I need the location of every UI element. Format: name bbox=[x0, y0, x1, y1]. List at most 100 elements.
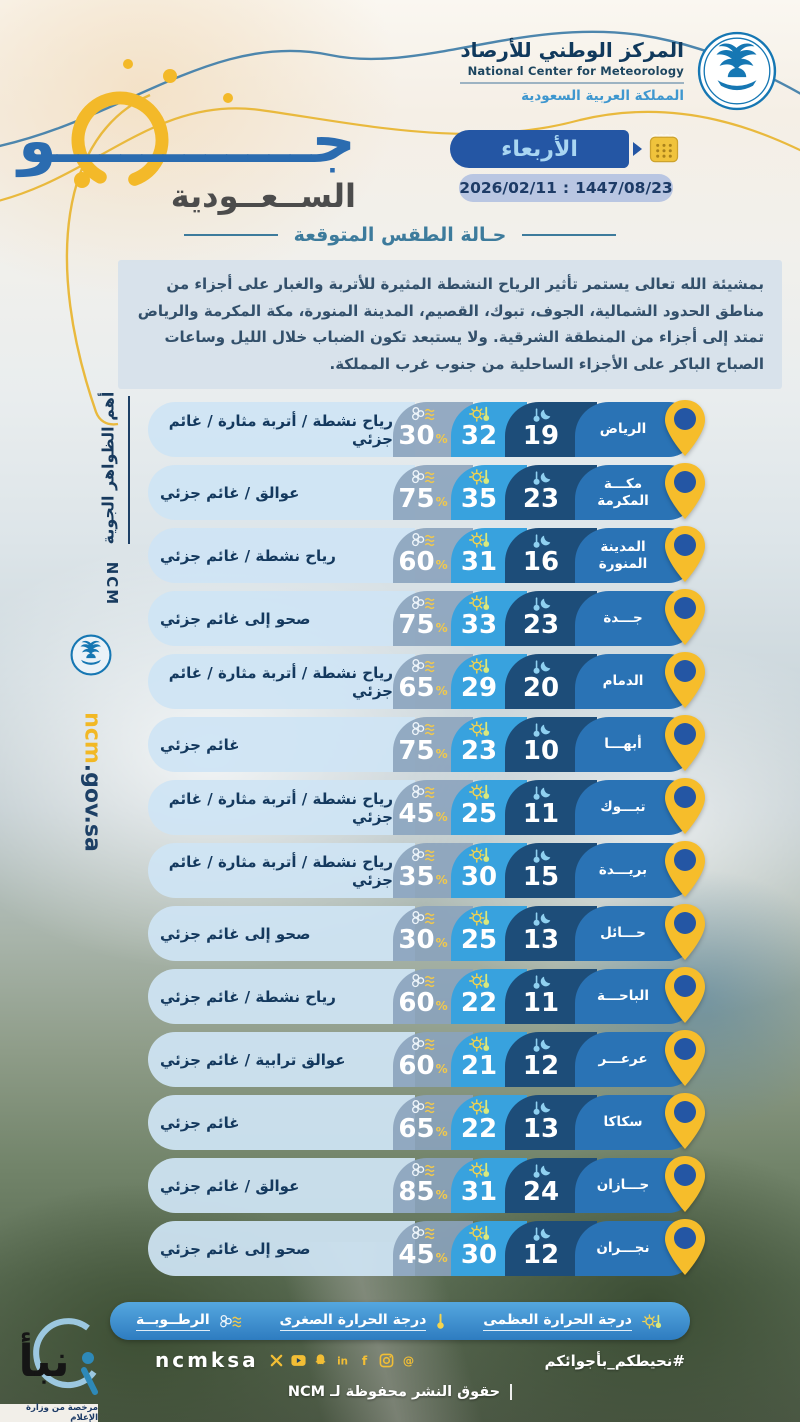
location-pin-icon bbox=[665, 904, 705, 960]
percent-symbol: % bbox=[435, 1125, 448, 1139]
website-url[interactable]: ncm.gov.sa bbox=[80, 712, 105, 852]
location-pin-icon bbox=[665, 400, 705, 456]
day-label: الأربعاء bbox=[501, 136, 578, 162]
date-separator: : bbox=[562, 179, 570, 197]
min-temp-value: 16 bbox=[522, 547, 560, 577]
max-temp-icon bbox=[467, 1098, 492, 1116]
threads-icon[interactable]: @ bbox=[401, 1353, 416, 1368]
title-line bbox=[183, 234, 278, 236]
location-pin-icon bbox=[665, 967, 705, 1023]
min-temp-icon bbox=[529, 468, 553, 486]
city-name: سكاكا bbox=[603, 1114, 643, 1131]
license-text: مرخصة من وزارة الإعلام bbox=[0, 1403, 98, 1422]
min-temp-icon bbox=[529, 1098, 553, 1116]
location-pin-icon bbox=[665, 841, 705, 897]
max-temp-value: 30 bbox=[460, 862, 498, 892]
forecast-row: رياح نشطة / أتربة مثارة / غائم جزئي 35% bbox=[148, 841, 705, 898]
hashtag: #نحيطكم_بأجوائكم bbox=[544, 1352, 685, 1370]
city-name: بريـــدة bbox=[598, 862, 648, 879]
min-temp-value: 23 bbox=[522, 484, 560, 514]
page-title: حـالة الطقس المتوقعة bbox=[293, 224, 507, 246]
city-cell: الباحـــة bbox=[575, 967, 705, 1024]
copyright-divider bbox=[510, 1384, 513, 1400]
calendar-icon bbox=[649, 134, 679, 163]
svg-text:@: @ bbox=[403, 1354, 414, 1367]
forecast-row: غائم جزئي 75% bbox=[148, 715, 705, 772]
humidity-value: 30 bbox=[398, 925, 435, 955]
min-temp-icon bbox=[529, 531, 553, 549]
city-cell: نجـــران bbox=[575, 1219, 705, 1276]
date-hijri: 1447/08/23 bbox=[575, 179, 673, 197]
humidity-icon bbox=[410, 468, 437, 486]
condition-cell: صحو إلى غائم جزئي bbox=[148, 906, 415, 961]
city-cell: مكـــة المكرمة bbox=[575, 463, 705, 520]
city-name: جـــازان bbox=[596, 1177, 650, 1194]
humidity-value: 30 bbox=[398, 421, 435, 451]
social-icons: in f @ bbox=[269, 1353, 416, 1368]
date-banner: الأربعاء 2026/02/11 : 1447/08/23 bbox=[450, 130, 682, 202]
humidity-value: 65 bbox=[398, 1114, 435, 1144]
condition-cell: صحو إلى غائم جزئي bbox=[148, 1221, 415, 1276]
city-name: الدمام bbox=[602, 673, 644, 690]
condition-cell: غائم جزئي bbox=[148, 717, 415, 772]
max-temp-value: 22 bbox=[460, 1114, 498, 1144]
humidity-value: 75 bbox=[398, 610, 435, 640]
humidity-icon bbox=[410, 1035, 437, 1053]
snapchat-icon[interactable] bbox=[313, 1353, 328, 1368]
city-cell: سكاكا bbox=[575, 1093, 705, 1150]
facebook-icon[interactable]: f bbox=[357, 1353, 372, 1368]
humidity-value: 85 bbox=[398, 1177, 435, 1207]
website-suffix: .gov.sa bbox=[79, 763, 105, 852]
copyright-text: حقوق النشر محفوظة لـ NCM bbox=[287, 1384, 501, 1400]
percent-symbol: % bbox=[435, 1251, 448, 1265]
city-name: المدينة المنورة bbox=[598, 539, 648, 572]
condition-cell: رياح نشطة / أتربة مثارة / غائم جزئي bbox=[148, 654, 415, 709]
x-icon[interactable] bbox=[269, 1353, 284, 1368]
forecast-row: صحو إلى غائم جزئي 75% bbox=[148, 589, 705, 646]
min-temp-icon bbox=[529, 1035, 553, 1053]
location-pin-icon bbox=[665, 1219, 705, 1275]
min-temp-value: 12 bbox=[522, 1051, 560, 1081]
date-gregorian: 2026/02/11 bbox=[459, 179, 557, 197]
condition-cell: رياح نشطة / أتربة مثارة / غائم جزئي bbox=[148, 843, 415, 898]
youtube-icon[interactable] bbox=[291, 1353, 306, 1368]
humidity-value: 45 bbox=[398, 799, 435, 829]
location-pin-icon bbox=[665, 1156, 705, 1212]
condition-cell: رياح نشطة / غائم جزئي bbox=[148, 969, 415, 1024]
humidity-value: 45 bbox=[398, 1240, 435, 1270]
city-name: جـــدة bbox=[603, 610, 643, 627]
legend-humidity: الرطــوبــة bbox=[136, 1312, 244, 1331]
social-handle[interactable]: ncmksa bbox=[155, 1348, 259, 1372]
condition-cell: عوالق / غائم جزئي bbox=[148, 1158, 415, 1213]
humidity-value: 65 bbox=[398, 673, 435, 703]
brand-word: جــــــــــــو bbox=[15, 104, 356, 177]
city-cell: أبهـــا bbox=[575, 715, 705, 772]
ncm-header: المركز الوطني للأرصاد National Center fo… bbox=[460, 30, 778, 112]
condition-text: عوالق / غائم جزئي bbox=[160, 483, 300, 502]
city-cell: عرعـــر bbox=[575, 1030, 705, 1087]
linkedin-icon[interactable]: in bbox=[335, 1353, 350, 1368]
condition-text: رياح نشطة / أتربة مثارة / غائم جزئي bbox=[168, 411, 393, 448]
section-title-row: حـالة الطقس المتوقعة bbox=[0, 224, 800, 246]
city-name: أبهـــا bbox=[604, 736, 642, 753]
phenomena-label: أهم الظواهر الجوية bbox=[98, 391, 118, 545]
brand-subtitle: الســعــودية bbox=[171, 177, 356, 215]
percent-symbol: % bbox=[435, 1062, 448, 1076]
jaw-saudia-logo: جــــــــــــو الســعــودية bbox=[15, 59, 356, 215]
city-name: الرياض bbox=[599, 421, 647, 438]
forecast-row: عوالق ترابية / غائم جزئي 60% bbox=[148, 1030, 705, 1087]
max-temp-icon bbox=[640, 1312, 664, 1330]
location-pin-icon bbox=[665, 652, 705, 708]
forecast-row: عوالق / غائم جزئي 85% bbox=[148, 1156, 705, 1213]
instagram-icon[interactable] bbox=[379, 1353, 394, 1368]
legend-max-temp-label: درجة الحرارة العظمى bbox=[483, 1312, 632, 1331]
condition-text: عوالق / غائم جزئي bbox=[160, 1176, 300, 1195]
city-name: حـــائل bbox=[600, 925, 646, 942]
city-name: عرعـــر bbox=[598, 1051, 648, 1068]
humidity-icon bbox=[410, 405, 437, 423]
city-cell: تبـــوك bbox=[575, 778, 705, 835]
forecast-rows: رياح نشطة / أتربة مثارة / غائم جزئي 30% bbox=[148, 400, 705, 1276]
max-temp-value: 25 bbox=[460, 925, 498, 955]
humidity-icon bbox=[410, 1098, 437, 1116]
